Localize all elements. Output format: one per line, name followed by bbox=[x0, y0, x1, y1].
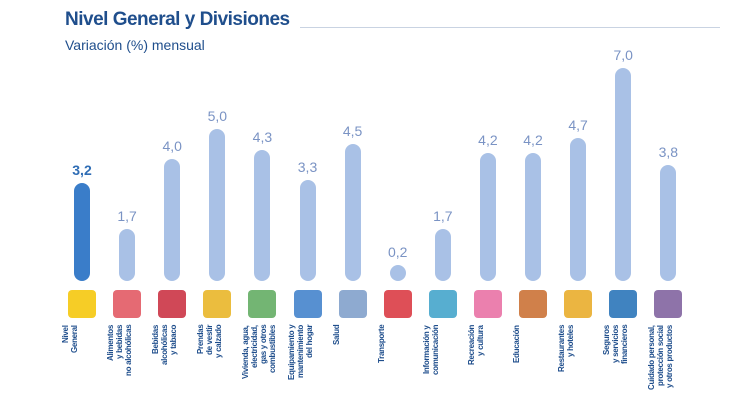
data-label: 1,7 bbox=[433, 208, 453, 225]
bar bbox=[434, 229, 451, 281]
food-icon bbox=[113, 290, 142, 318]
category-label: Bebidas alcohólicas y tabaco bbox=[151, 325, 179, 366]
category-label: Alimentos y bebidas no alcohólicas bbox=[106, 325, 134, 377]
category-label: Prendas de vestir y calzado bbox=[196, 325, 224, 359]
category-label: Nivel General bbox=[61, 325, 79, 353]
bar bbox=[119, 229, 136, 281]
theater-masks-icon bbox=[473, 290, 502, 318]
data-label: 5,0 bbox=[207, 107, 228, 124]
category-label: Recreación y cultura bbox=[466, 325, 485, 366]
data-label: 1,7 bbox=[117, 208, 137, 225]
data-label: 7,0 bbox=[613, 46, 633, 63]
bar bbox=[660, 165, 677, 281]
bar bbox=[74, 183, 90, 281]
school-icon bbox=[519, 290, 547, 318]
bar bbox=[344, 143, 361, 281]
category-label: Transporte bbox=[376, 325, 386, 364]
ipc-ba-logo-icon bbox=[68, 290, 96, 318]
chart-title: Nivel General y Divisiones bbox=[65, 9, 290, 30]
bar bbox=[209, 128, 226, 281]
bar bbox=[525, 152, 541, 281]
bar bbox=[299, 180, 316, 281]
car-plane-icon bbox=[383, 290, 412, 318]
data-label: 3,8 bbox=[658, 144, 679, 161]
data-label: 4,3 bbox=[252, 128, 273, 145]
bank-icon bbox=[609, 290, 638, 318]
data-label: 4,0 bbox=[162, 138, 182, 154]
chart-subtitle: Variación (%) mensual bbox=[65, 37, 205, 53]
category-label: Cuidado personal, protección social y ot… bbox=[647, 325, 675, 390]
bar bbox=[389, 265, 406, 281]
jacket-icon bbox=[203, 290, 232, 318]
bar bbox=[615, 67, 632, 281]
data-label: 0,2 bbox=[387, 244, 408, 260]
category-label: Salud bbox=[331, 325, 341, 346]
data-label: 3,2 bbox=[72, 162, 92, 179]
bar bbox=[164, 159, 181, 281]
category-label: Restaurantes y hoteles bbox=[557, 325, 576, 373]
data-label: 4,5 bbox=[342, 122, 363, 139]
restaurant-icon bbox=[564, 290, 593, 318]
category-label: Seguros y servicios financieros bbox=[602, 325, 630, 365]
category-label: Educación bbox=[512, 325, 521, 363]
category-label: Equipamiento y mantenimiento del hogar bbox=[286, 325, 314, 381]
appliance-icon bbox=[293, 290, 322, 318]
bottles-icon bbox=[158, 290, 187, 318]
bar bbox=[254, 149, 271, 281]
data-label: 4,2 bbox=[478, 131, 498, 148]
bar bbox=[570, 137, 587, 281]
category-label: Vivienda, agua, electricidad, gas y otro… bbox=[241, 325, 278, 379]
category-label: Información y comunicación bbox=[421, 325, 440, 376]
title-rule bbox=[300, 27, 720, 28]
data-label: 4,7 bbox=[568, 116, 588, 133]
personal-care-icon bbox=[654, 290, 683, 318]
data-label: 4,2 bbox=[523, 131, 543, 148]
house-icon bbox=[248, 290, 277, 318]
computer-icon bbox=[428, 290, 457, 318]
bar bbox=[479, 152, 496, 281]
doctor-icon bbox=[338, 290, 367, 318]
data-label: 3,3 bbox=[297, 159, 318, 176]
